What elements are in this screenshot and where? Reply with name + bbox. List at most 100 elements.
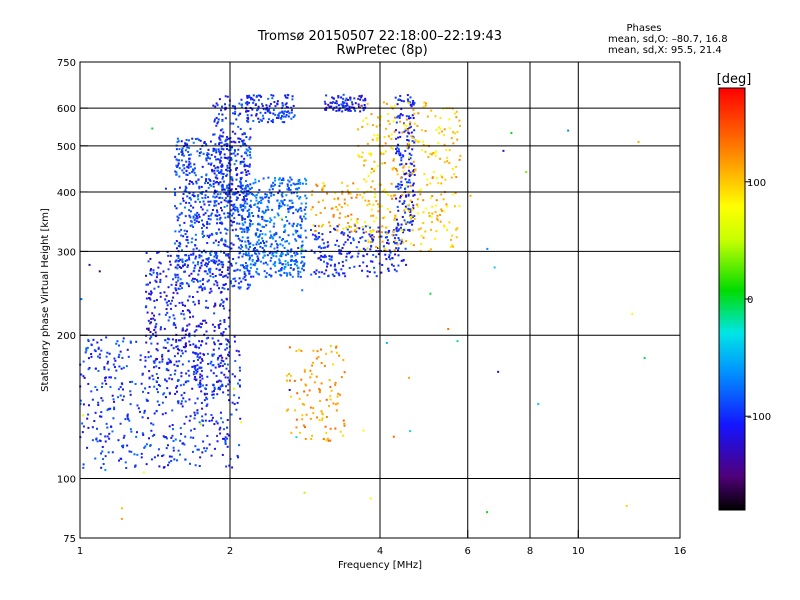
data-point	[411, 214, 414, 217]
data-point	[174, 194, 177, 197]
x-axis-label: Frequency [MHz]	[338, 560, 422, 571]
data-point	[215, 209, 218, 212]
x-tick-label: 4	[377, 546, 383, 557]
data-point	[183, 317, 186, 320]
data-point	[157, 391, 160, 394]
data-point	[207, 261, 210, 264]
data-point	[229, 148, 232, 151]
data-point	[249, 154, 252, 157]
data-point	[188, 154, 191, 157]
data-point	[248, 146, 251, 149]
data-point	[411, 114, 414, 117]
data-point	[204, 194, 207, 197]
data-point	[208, 419, 211, 422]
data-point	[371, 167, 374, 170]
data-point	[212, 185, 215, 188]
data-point	[346, 228, 349, 231]
data-point	[247, 185, 250, 188]
data-point	[145, 341, 148, 344]
data-point	[333, 265, 336, 268]
data-point	[206, 258, 209, 261]
data-point	[298, 235, 301, 238]
data-point	[100, 466, 103, 469]
y-tick-label: 300	[57, 247, 76, 258]
data-point	[177, 276, 180, 279]
data-point	[319, 389, 322, 392]
data-point	[244, 151, 247, 154]
data-point	[301, 240, 304, 243]
data-point	[403, 173, 406, 176]
data-point	[387, 194, 390, 197]
data-point	[100, 338, 103, 341]
data-point	[363, 178, 366, 181]
data-point	[228, 246, 231, 249]
data-point	[148, 292, 151, 295]
data-point	[296, 230, 299, 233]
data-point	[117, 356, 120, 359]
data-point	[175, 360, 178, 363]
data-point	[258, 207, 261, 210]
data-point	[184, 188, 187, 191]
data-point	[299, 216, 302, 219]
data-point	[194, 244, 197, 247]
data-point	[217, 148, 220, 151]
data-point	[431, 221, 434, 224]
scatter-points	[79, 93, 646, 520]
data-point	[280, 239, 283, 242]
data-point	[416, 198, 419, 201]
data-point	[369, 226, 372, 229]
data-point	[192, 141, 195, 144]
data-point	[273, 101, 276, 104]
data-point	[208, 270, 211, 273]
data-point	[395, 197, 398, 200]
data-point	[247, 170, 250, 173]
data-point	[236, 454, 239, 457]
data-point	[255, 109, 258, 112]
data-point	[212, 104, 215, 107]
data-point	[178, 148, 181, 151]
data-point	[383, 248, 386, 251]
data-point	[432, 151, 435, 154]
data-point	[257, 239, 260, 242]
data-point	[267, 176, 270, 179]
data-point	[126, 413, 129, 416]
data-point	[226, 338, 229, 341]
data-point	[153, 456, 156, 459]
data-point	[284, 103, 287, 106]
data-point	[248, 258, 251, 261]
data-point	[292, 116, 295, 119]
data-point	[294, 188, 297, 191]
data-point	[251, 254, 254, 257]
data-point	[233, 335, 236, 338]
data-point	[190, 279, 193, 282]
data-point	[226, 184, 229, 187]
data-point	[290, 111, 293, 114]
data-point	[181, 147, 184, 150]
data-point	[329, 427, 332, 430]
data-point	[259, 230, 262, 233]
data-point	[272, 225, 275, 228]
data-point	[291, 224, 294, 227]
data-point	[245, 264, 248, 267]
data-point	[411, 229, 414, 232]
data-point	[265, 244, 268, 247]
data-point	[209, 271, 212, 274]
data-point	[281, 201, 284, 204]
data-point	[394, 129, 397, 132]
data-point	[200, 226, 203, 229]
data-point	[301, 260, 304, 263]
data-point	[398, 200, 401, 203]
data-point	[199, 373, 202, 376]
data-point	[161, 413, 164, 416]
data-point	[282, 202, 285, 205]
data-point	[230, 224, 233, 227]
data-point	[329, 398, 332, 401]
data-point	[344, 275, 347, 278]
data-point	[269, 191, 272, 194]
data-point	[241, 191, 244, 194]
data-point	[445, 205, 448, 208]
data-point	[365, 180, 368, 183]
data-point	[108, 352, 111, 355]
data-point	[178, 287, 181, 290]
data-point	[161, 360, 164, 363]
